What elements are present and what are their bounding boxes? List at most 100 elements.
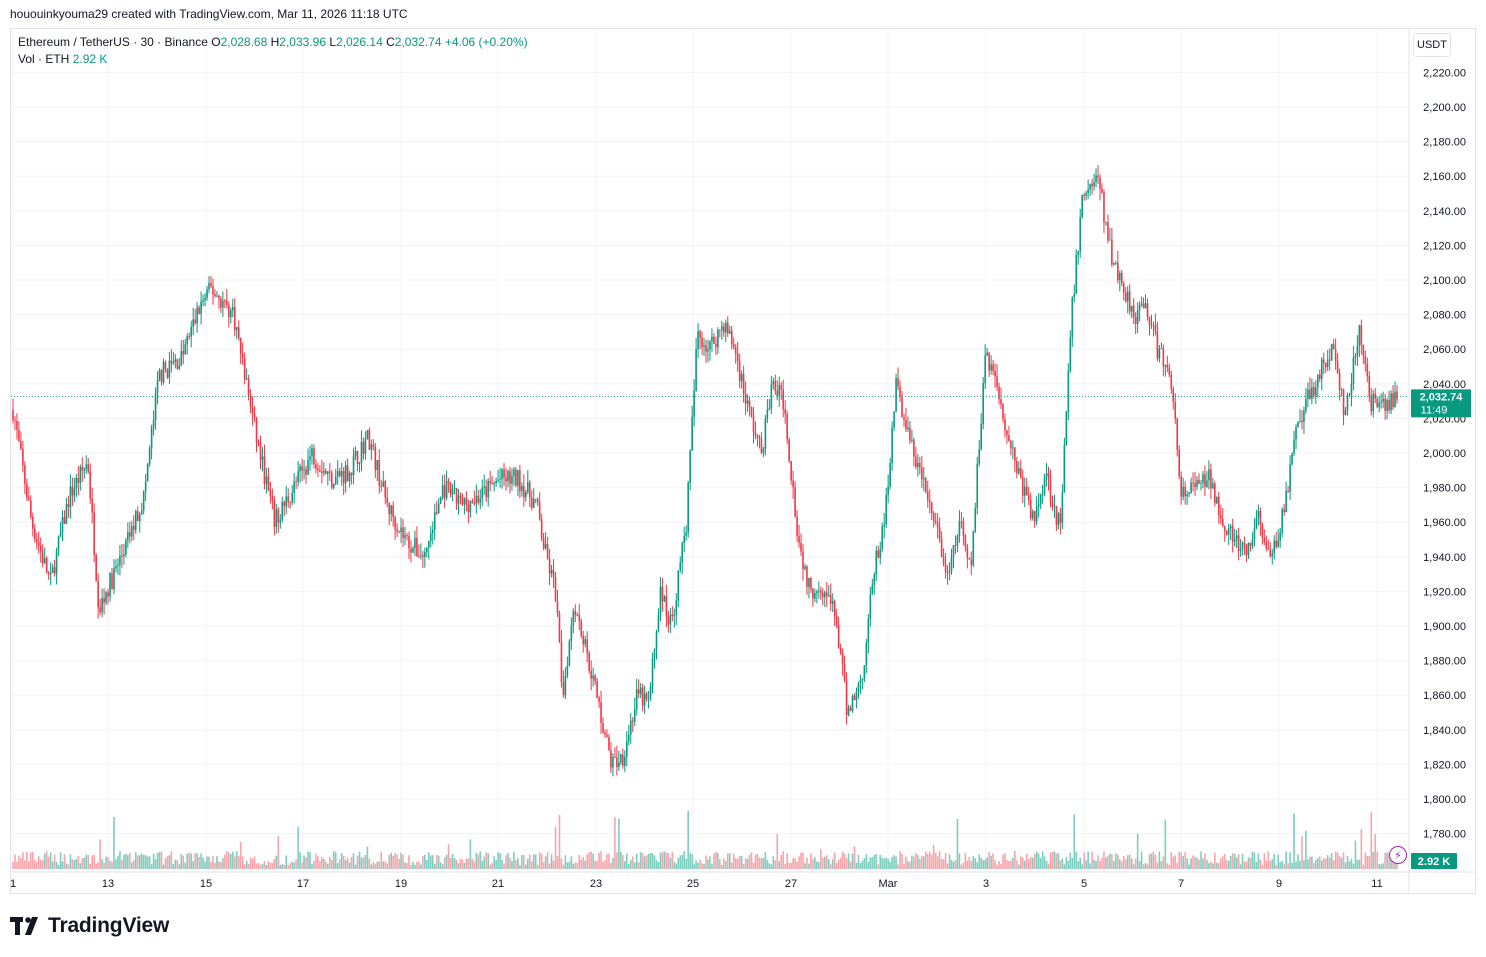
candle-body [368,430,371,450]
volume-bar [263,861,266,869]
volume-bar [176,860,179,869]
volume-bar [178,864,181,869]
candle-body [297,471,299,482]
volume-bar [1138,861,1141,869]
candle-body [1204,474,1206,487]
candle-body [1235,535,1238,540]
candle-body [307,459,309,475]
candle-body [1156,331,1159,359]
candle-body [546,544,549,559]
volume-bar [1029,857,1032,869]
volume-bar [31,852,34,869]
candle-body [1029,500,1032,519]
candle-body [1087,189,1089,193]
candle-body [994,370,996,377]
candle-body [1342,389,1345,415]
candle-body [681,543,684,563]
volume-bar [55,861,58,869]
volume-label[interactable]: Vol · ETH [18,52,70,66]
volume-bar [956,818,959,869]
candle-body [495,480,497,484]
volume-bar [313,860,315,869]
volume-bar [467,858,470,869]
candle-body [491,483,493,485]
volume-bar [1053,851,1056,869]
volume-bar [1049,852,1052,869]
volume-bar [237,856,240,869]
volume-bar [754,854,757,869]
volume-bar [1380,864,1382,869]
candle-body [1180,476,1182,497]
tradingview-logo[interactable]: TradingView [10,914,169,938]
volume-bar [635,853,638,869]
candle-body [239,337,242,354]
volume-bar [1261,864,1264,869]
candle-body [1241,542,1244,550]
volume-bar [560,858,563,869]
volume-bar [1025,853,1028,869]
candle-body [309,456,311,460]
volume-bar [1075,851,1078,869]
volume-bar [186,853,189,869]
candle-body [378,460,381,486]
x-tick-label: 3 [983,878,989,890]
volume-bar [1320,860,1323,869]
candle-body [1168,367,1171,375]
candle-body [645,693,648,699]
volume-bar [610,862,612,869]
volume-bar [148,856,151,869]
candle-body [1338,373,1341,390]
candle-body [772,381,775,385]
lightning-icon[interactable]: ⚡ [1389,846,1407,864]
candle-body [93,512,95,555]
candle-body [723,326,725,333]
candle-body [30,500,32,517]
volume-bar [198,856,200,869]
volume-bar [762,857,765,869]
candle-body [556,601,559,614]
candle-body [936,522,939,528]
candle-body [410,548,412,553]
candle-body [657,615,660,632]
volume-bar [792,858,794,869]
candle-body [673,614,676,616]
candle-body [770,384,773,409]
candle-body [707,349,709,352]
candle-body [455,488,458,504]
candle-body [1002,404,1004,420]
volume-bar [33,859,36,869]
volume-bar [665,852,668,869]
volume-bar [1322,858,1325,869]
candle-body [511,475,513,484]
volume-bar [1214,852,1216,869]
currency-button[interactable]: USDT [1413,33,1451,57]
candle-body [327,471,329,475]
candle-body [73,488,76,496]
volume-bar [992,853,994,869]
symbol-label[interactable]: Ethereum / TetherUS · 30 · Binance [18,35,208,49]
volume-bar [519,864,521,869]
volume-bar [750,852,753,869]
candle-body [1130,305,1133,312]
candle-body [1043,475,1046,494]
volume-bar [812,859,814,869]
candle-body [412,548,414,553]
volume-bar [865,854,868,869]
volume-bar [1166,863,1169,869]
candle-body [194,319,196,324]
candle-body [622,754,624,766]
volume-bar [1103,851,1105,869]
candle-body [493,483,495,485]
candle-body [473,502,476,504]
volume-bar [229,854,232,869]
volume-bar [164,858,167,869]
candle-body [542,537,545,549]
volume-bar [1277,854,1280,869]
volume-bar [823,856,826,869]
volume-bar [180,854,183,869]
candle-body [346,465,349,482]
volume-bar [1206,859,1208,869]
candle-body [839,647,842,653]
volume-bar [235,851,238,869]
